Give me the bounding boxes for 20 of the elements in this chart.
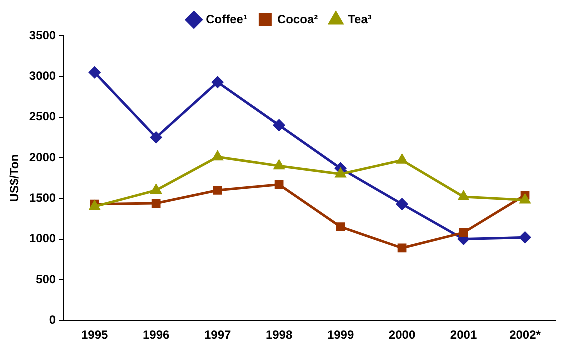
y-tick-label: 0 [49,312,56,327]
y-tick-label: 1500 [29,190,56,205]
x-tick-label: 2001 [450,328,478,342]
y-tick-label: 3500 [29,28,56,42]
y-tick-label: 3000 [29,68,56,83]
y-axis-title: US$/Ton [8,154,22,202]
y-tick-label: 2500 [29,110,56,124]
legend-label: Tea³ [348,12,372,26]
x-tick-label: 2000 [388,328,416,342]
x-tick-label: 1996 [142,328,170,342]
y-tick-label: 1000 [29,232,56,246]
y-tick-label: 500 [36,272,56,286]
legend-label: Coffee¹ [206,12,248,26]
x-tick-label: 1995 [81,328,109,342]
x-tick-label: 1997 [204,328,232,342]
x-tick-label: 1998 [266,328,293,342]
x-tick-label: 1999 [327,328,354,342]
x-tick-label: 2002* [510,328,542,342]
y-tick-label: 2000 [29,150,56,164]
legend-label: Cocoa² [277,12,318,26]
